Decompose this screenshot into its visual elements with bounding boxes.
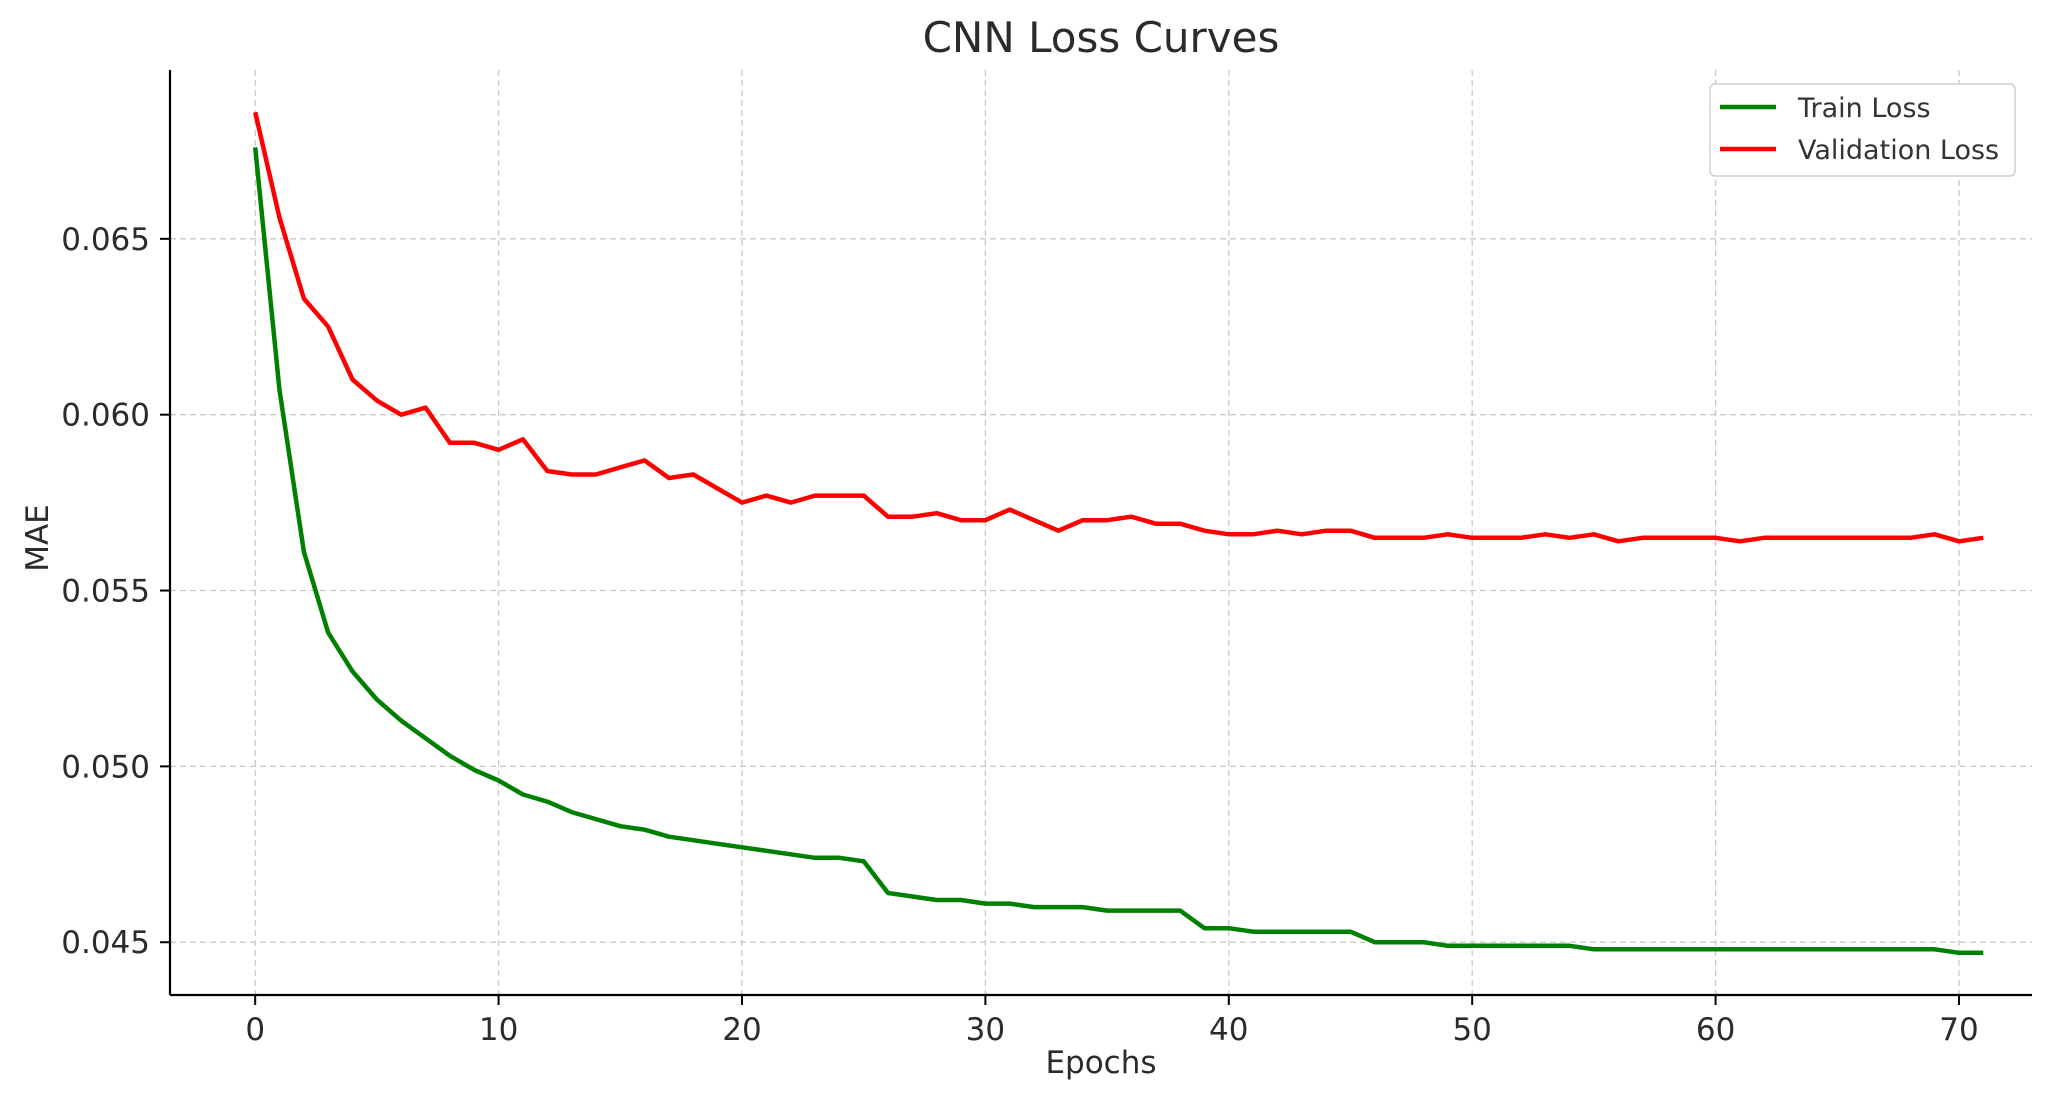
series-line-train-loss — [252, 147, 1984, 956]
legend: Train Loss Validation Loss — [1709, 83, 2016, 177]
x-tick-label: 0 — [245, 1012, 265, 1048]
y-tick-label: 0.045 — [61, 925, 150, 961]
y-tick-label: 0.055 — [61, 574, 150, 610]
x-tick-label: 30 — [966, 1012, 1005, 1048]
y-tick-label: 0.060 — [61, 398, 150, 434]
y-axis-label: MAE — [20, 504, 56, 572]
chart-title: CNN Loss Curves — [923, 13, 1280, 62]
y-axis-ticks: 0.045 0.050 0.055 0.060 0.065 — [61, 222, 170, 961]
series-layer — [252, 111, 1984, 956]
x-tick-label: 40 — [1209, 1012, 1248, 1048]
x-axis-label: Epochs — [1045, 1045, 1156, 1081]
y-tick-label: 0.065 — [61, 222, 150, 258]
grid — [170, 70, 2032, 995]
legend-label-validation-loss: Validation Loss — [1798, 135, 1999, 166]
x-tick-label: 60 — [1696, 1012, 1735, 1048]
x-axis-ticks: 0 10 20 30 40 50 60 70 — [245, 995, 1979, 1048]
x-tick-label: 20 — [722, 1012, 761, 1048]
series-line-validation-loss — [253, 111, 1984, 544]
legend-label-train-loss: Train Loss — [1797, 93, 1931, 124]
y-tick-label: 0.050 — [61, 749, 150, 785]
legend-box — [1709, 83, 2016, 177]
x-tick-label: 10 — [479, 1012, 518, 1048]
x-tick-label: 50 — [1452, 1012, 1491, 1048]
x-tick-label: 70 — [1939, 1012, 1978, 1048]
